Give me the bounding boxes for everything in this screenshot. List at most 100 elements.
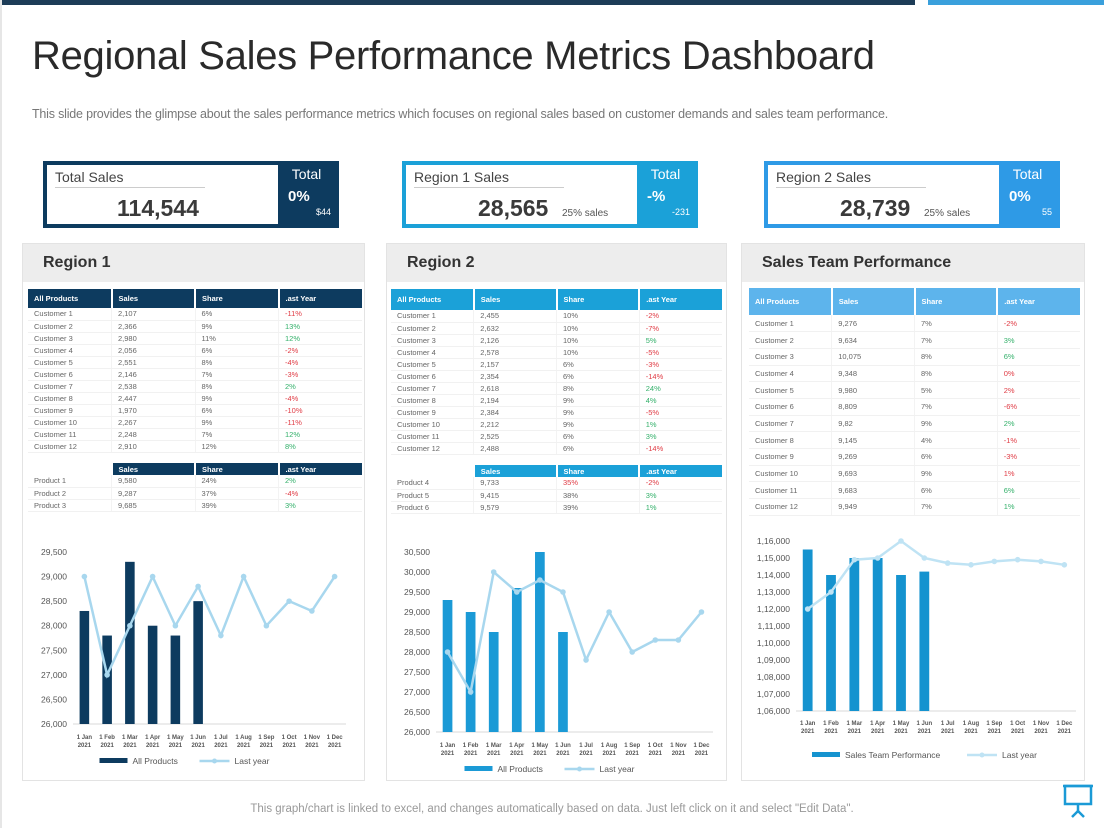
line-point[interactable] <box>127 622 133 629</box>
line-point[interactable] <box>149 573 156 580</box>
last-year-cell: -6% <box>996 398 1080 416</box>
column-header[interactable]: .ast Year <box>277 463 362 475</box>
line-point[interactable] <box>1014 556 1021 563</box>
bar[interactable] <box>558 632 568 732</box>
column-header[interactable]: Share <box>555 465 640 477</box>
bar[interactable] <box>102 635 112 724</box>
line-point[interactable] <box>263 622 270 629</box>
table-row: Customer 5 2,157 6% -3% <box>391 358 722 371</box>
y-tick-label: 1,13,000 <box>757 587 790 597</box>
bar[interactable] <box>79 610 90 724</box>
line-point[interactable] <box>606 609 612 615</box>
line-point[interactable] <box>195 583 201 590</box>
line-point[interactable] <box>81 573 88 580</box>
column-header[interactable]: .ast Year <box>638 465 722 477</box>
line-point[interactable] <box>467 689 474 695</box>
bar[interactable] <box>511 588 522 732</box>
column-header[interactable]: Sales <box>830 288 915 315</box>
line-point[interactable] <box>828 589 834 595</box>
share-cell: 10% <box>556 346 640 359</box>
table-row: Customer 6 2,146 7% -3% <box>28 368 362 381</box>
bar[interactable] <box>193 601 203 724</box>
line-point[interactable] <box>851 556 858 563</box>
line-point[interactable] <box>172 622 179 629</box>
legend-bar-swatch <box>812 752 840 757</box>
line-point[interactable] <box>583 657 589 663</box>
bar[interactable] <box>896 575 906 711</box>
column-header[interactable]: All Products <box>391 289 474 310</box>
line-point[interactable] <box>104 672 110 678</box>
bar[interactable] <box>919 571 930 711</box>
table-row: Customer 2 2,366 9% 13% <box>28 320 362 333</box>
line-point[interactable] <box>944 560 951 566</box>
column-header[interactable] <box>28 463 112 475</box>
x-tick-label: 1 Jan <box>77 735 93 741</box>
column-header[interactable]: Share <box>913 288 998 315</box>
line-point[interactable] <box>218 632 224 639</box>
line-point[interactable] <box>898 538 904 544</box>
bar[interactable] <box>465 612 476 732</box>
kpi-total-percent: 0% <box>288 188 310 205</box>
data-table: Sales Share .ast Year Product 1 9,580 24% 2% Pr… <box>28 463 362 512</box>
line-point[interactable] <box>240 573 247 580</box>
kpi-total-title: Total <box>650 166 681 182</box>
column-header[interactable]: All Products <box>749 288 832 315</box>
column-header[interactable]: .ast Year <box>638 289 722 310</box>
bar[interactable] <box>849 558 860 711</box>
column-header[interactable]: Share <box>555 289 640 310</box>
column-header[interactable]: Share <box>194 289 279 308</box>
column-header[interactable]: Sales <box>110 463 195 475</box>
line-point[interactable] <box>560 589 566 595</box>
line-point[interactable] <box>675 637 682 643</box>
column-header[interactable]: Sales <box>110 289 195 308</box>
bar[interactable] <box>442 600 453 732</box>
line-point[interactable] <box>804 606 811 612</box>
presentation-easel-icon[interactable] <box>1062 783 1094 824</box>
line-point[interactable] <box>286 598 292 604</box>
column-header[interactable]: .ast Year <box>996 288 1080 315</box>
line-point[interactable] <box>331 573 338 580</box>
bar[interactable] <box>802 549 813 712</box>
line-point[interactable] <box>968 562 974 568</box>
x-tick-year: 2021 <box>1011 729 1025 735</box>
column-header[interactable]: All Products <box>28 289 112 308</box>
bar[interactable] <box>125 561 135 724</box>
line-point[interactable] <box>1038 558 1044 565</box>
line-point[interactable] <box>652 637 659 643</box>
column-header[interactable]: .ast Year <box>277 289 362 308</box>
line-point[interactable] <box>921 555 928 561</box>
sales-cell: 1,970 <box>111 404 195 417</box>
bar[interactable] <box>488 632 499 732</box>
row-name: Customer 2 <box>391 322 474 335</box>
x-tick-label: 1 Sep <box>986 721 1002 727</box>
column-header[interactable]: Share <box>194 463 279 475</box>
x-tick-year: 2021 <box>964 729 978 735</box>
kpi-total-box: Total 0% $44 <box>278 165 335 224</box>
last-year-cell: -11% <box>278 308 362 321</box>
column-header[interactable]: Sales <box>472 289 557 310</box>
bar[interactable] <box>826 575 836 711</box>
table-row: Customer 1 2,455 10% -2% <box>391 310 722 323</box>
bar[interactable] <box>147 625 158 724</box>
line-point[interactable] <box>537 577 543 583</box>
line-point[interactable] <box>874 555 881 561</box>
column-header[interactable]: Sales <box>472 465 557 477</box>
line-point[interactable] <box>513 589 520 595</box>
row-name: Customer 10 <box>28 416 112 429</box>
bar[interactable] <box>170 635 181 724</box>
bar[interactable] <box>535 552 545 732</box>
sales-cell: 2,980 <box>111 332 195 345</box>
y-tick-label: 27,500 <box>404 667 430 677</box>
line-point[interactable] <box>444 649 451 655</box>
column-header[interactable] <box>391 465 474 477</box>
x-tick-label: 1 Apr <box>145 735 161 741</box>
line-point[interactable] <box>309 608 315 614</box>
last-year-cell: 2% <box>996 415 1080 433</box>
line-point[interactable] <box>991 558 998 565</box>
line-point[interactable] <box>1061 562 1068 568</box>
kpi-total-number: 55 <box>1041 207 1052 217</box>
line-point[interactable] <box>490 569 497 575</box>
line-point[interactable] <box>629 649 636 655</box>
bar[interactable] <box>872 558 883 711</box>
line-point[interactable] <box>698 609 705 615</box>
